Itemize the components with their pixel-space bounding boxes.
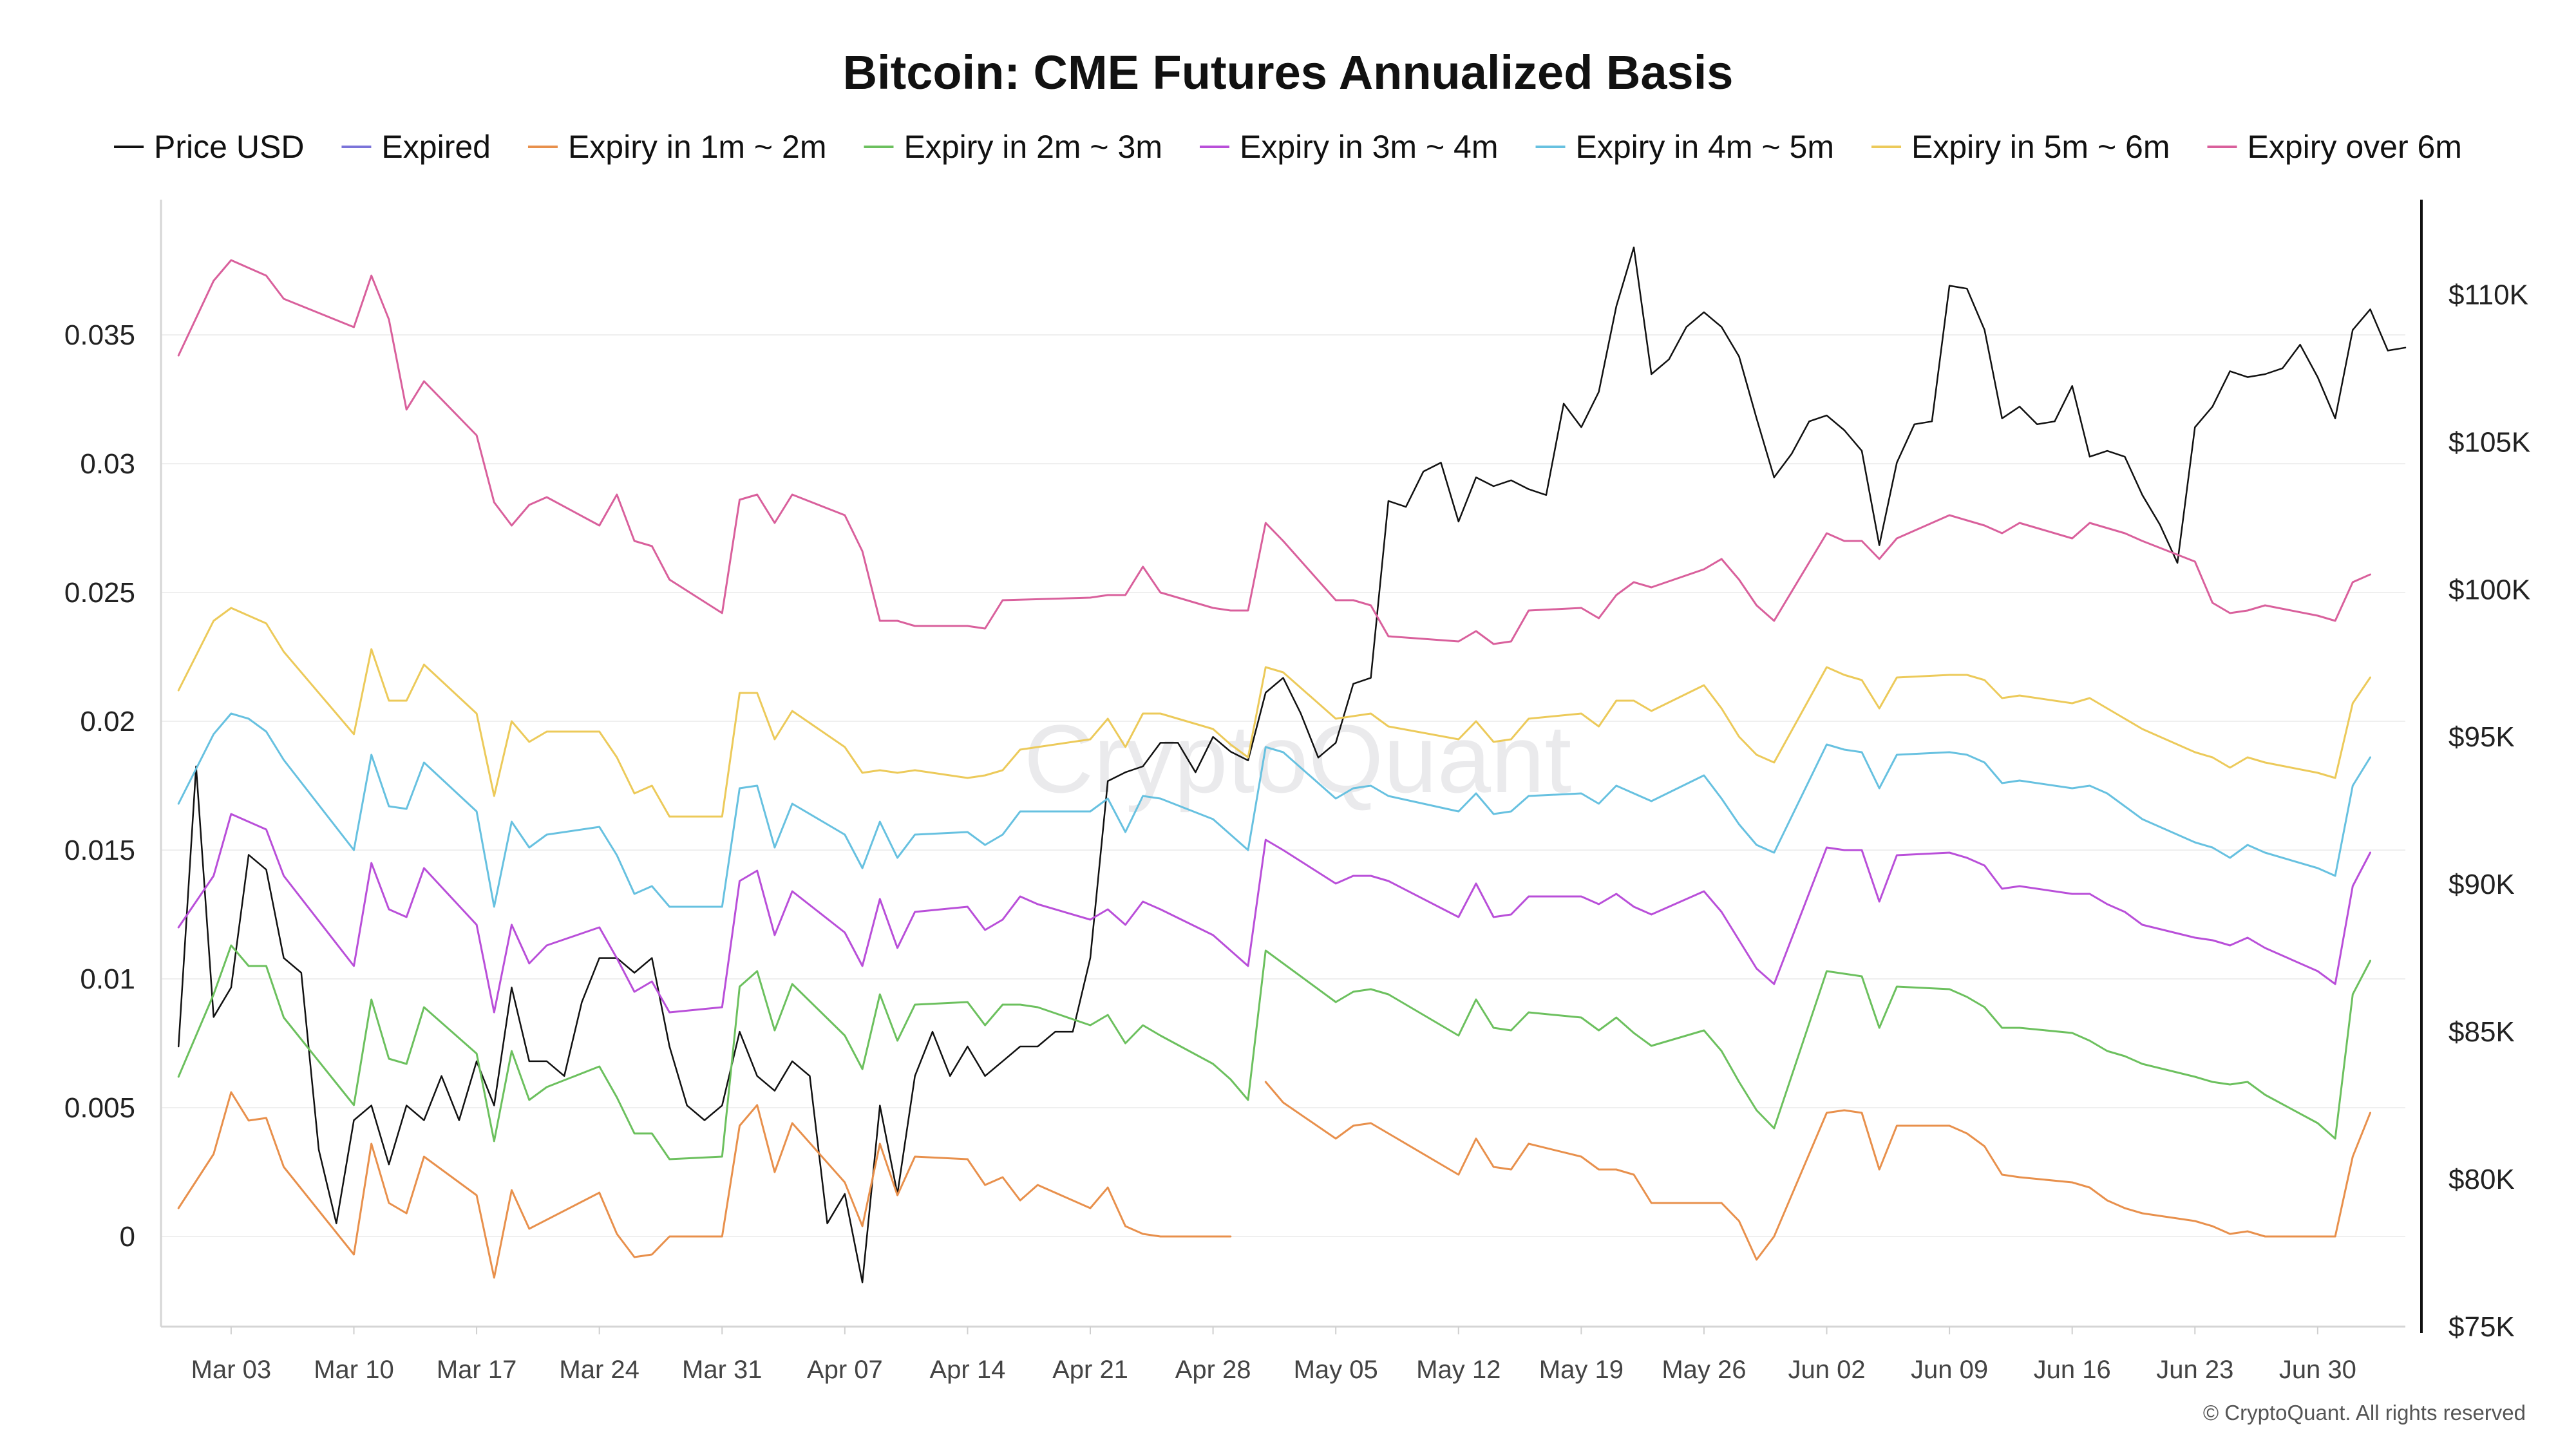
- watermark: CryptoQuant: [1024, 705, 1571, 813]
- x-tick-label: Apr 07: [807, 1356, 883, 1384]
- y-right-tick-label: $110K: [2448, 279, 2528, 310]
- legend-label: Expiry in 1m ~ 2m: [568, 129, 827, 165]
- y-left-tick-label: 0.01: [80, 963, 135, 995]
- legend-label: Price USD: [154, 129, 304, 165]
- legend-item: Expiry in 1m ~ 2m: [527, 129, 827, 165]
- legend-label: Expiry in 3m ~ 4m: [1240, 129, 1499, 165]
- series-line-expiry-in-1m-2m: [177, 1081, 2371, 1279]
- series-line-expiry-in-2m-3m: [177, 944, 2371, 1160]
- series-line-expiry-in-3m-4m: [177, 813, 2371, 1014]
- legend-item: Expiry over 6m: [2207, 129, 2462, 165]
- legend: Price USD Expired Expiry in 1m ~ 2m Expiry …: [114, 129, 2462, 165]
- y-right-tick-label: $95K: [2448, 721, 2515, 753]
- x-tick-label: May 05: [1294, 1356, 1378, 1384]
- x-tick-label: Mar 31: [682, 1356, 762, 1384]
- grid: [161, 334, 2405, 1237]
- y-left-tick-label: 0.015: [64, 835, 135, 866]
- chart-title: Bitcoin: CME Futures Annualized Basis: [843, 46, 1734, 99]
- x-tick-label: Mar 10: [314, 1356, 394, 1384]
- x-tick-label: Mar 17: [437, 1356, 517, 1384]
- x-tick-label: Mar 24: [559, 1356, 639, 1384]
- x-tick-label: Jun 30: [2279, 1356, 2356, 1384]
- x-tick-label: Jun 16: [2034, 1356, 2111, 1384]
- legend-item: Expired: [341, 129, 491, 165]
- legend-item: Price USD: [114, 129, 304, 165]
- legend-label: Expiry in 4m ~ 5m: [1575, 129, 1834, 165]
- x-tick-label: May 26: [1662, 1356, 1746, 1384]
- legend-item: Expiry in 5m ~ 6m: [1871, 129, 2170, 165]
- y-left-tick-label: 0.035: [64, 319, 135, 351]
- axes: 0 0.005 0.01 0.015 0.02 0.025 0.03 0.035 $75K $80…: [64, 200, 2530, 1384]
- series-line-expiry-in-4m-5m: [177, 712, 2371, 908]
- x-tick-label: Mar 03: [191, 1356, 272, 1384]
- legend-item: Expiry in 2m ~ 3m: [864, 129, 1162, 165]
- y-right-tick-label: $75K: [2448, 1311, 2515, 1343]
- series-line-expiry-over-6m: [177, 259, 2371, 645]
- y-left-tick-label: 0.03: [80, 448, 135, 480]
- y-right-tick-label: $105K: [2448, 426, 2530, 458]
- series-line-expiry-in-5m-6m: [177, 607, 2371, 818]
- x-tick-label: Apr 14: [929, 1356, 1005, 1384]
- x-tick-label: May 12: [1416, 1356, 1501, 1384]
- x-tick-label: Apr 28: [1175, 1356, 1251, 1384]
- legend-item: Expiry in 4m ~ 5m: [1535, 129, 1834, 165]
- y-right-tick-label: $90K: [2448, 869, 2515, 900]
- y-right-tick-label: $80K: [2448, 1164, 2515, 1195]
- copyright: © CryptoQuant. All rights reserved: [2203, 1401, 2526, 1425]
- y-left-tick-label: 0.025: [64, 577, 135, 609]
- x-tick-label: Jun 23: [2156, 1356, 2233, 1384]
- series-line-price-usd: [177, 246, 2407, 1283]
- legend-label: Expired: [381, 129, 491, 165]
- y-right-tick-label: $100K: [2448, 574, 2530, 605]
- legend-item: Expiry in 3m ~ 4m: [1199, 129, 1499, 165]
- series-layer: [177, 246, 2407, 1283]
- y-left-tick-label: 0: [120, 1221, 135, 1253]
- legend-label: Expiry over 6m: [2248, 129, 2462, 165]
- x-tick-label: Apr 21: [1052, 1356, 1128, 1384]
- y-left-tick-label: 0.005: [64, 1092, 135, 1124]
- x-tick-label: Jun 09: [1911, 1356, 1988, 1384]
- legend-label: Expiry in 2m ~ 3m: [904, 129, 1162, 165]
- legend-label: Expiry in 5m ~ 6m: [1911, 129, 2170, 165]
- y-right-tick-label: $85K: [2448, 1016, 2515, 1048]
- x-tick-label: May 19: [1539, 1356, 1624, 1384]
- x-tick-label: Jun 02: [1788, 1356, 1865, 1384]
- y-left-tick-label: 0.02: [80, 706, 135, 737]
